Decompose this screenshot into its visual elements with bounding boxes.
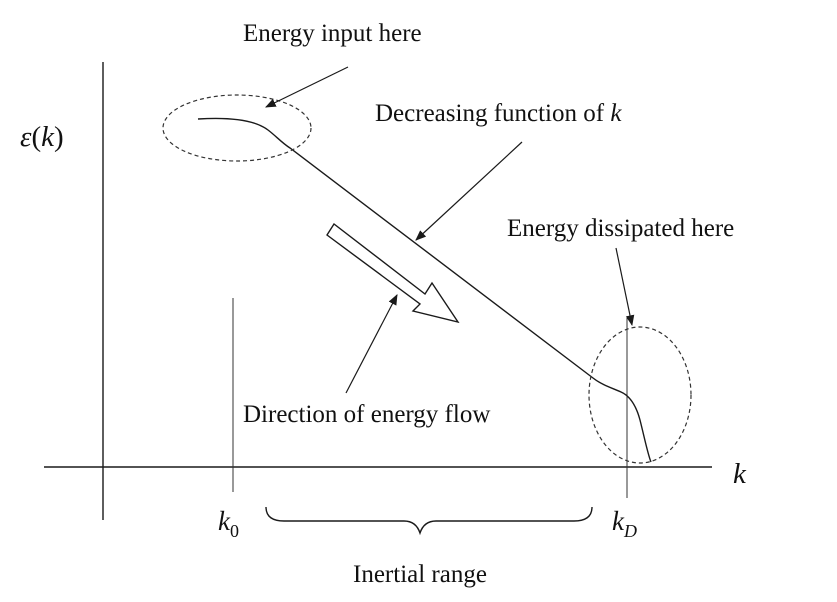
inertial-range-brace <box>265 506 593 536</box>
energy-flow-arrow <box>326 222 460 324</box>
decreasing-function-label: Decreasing function of k <box>375 100 622 127</box>
energy-spectrum-curve <box>197 117 652 463</box>
kd-tick-label: kD <box>612 506 637 541</box>
energy-dissipated-pointer <box>615 247 635 327</box>
k0-tick-label: k0 <box>218 506 239 541</box>
y-axis-label: ε(k) <box>20 121 64 153</box>
energy-input-pointer <box>265 66 349 108</box>
x-axis-label: k <box>733 458 747 490</box>
direction-of-flow-label: Direction of energy flow <box>243 401 490 428</box>
energy-dissipated-label: Energy dissipated here <box>507 215 734 242</box>
energy-dissipated-ellipse <box>588 326 692 464</box>
energy-input-label: Energy input here <box>243 20 422 47</box>
inertial-range-label: Inertial range <box>353 561 487 588</box>
decreasing-function-pointer <box>415 141 523 241</box>
energy-input-ellipse <box>162 94 312 162</box>
direction-flow-pointer <box>345 294 398 394</box>
